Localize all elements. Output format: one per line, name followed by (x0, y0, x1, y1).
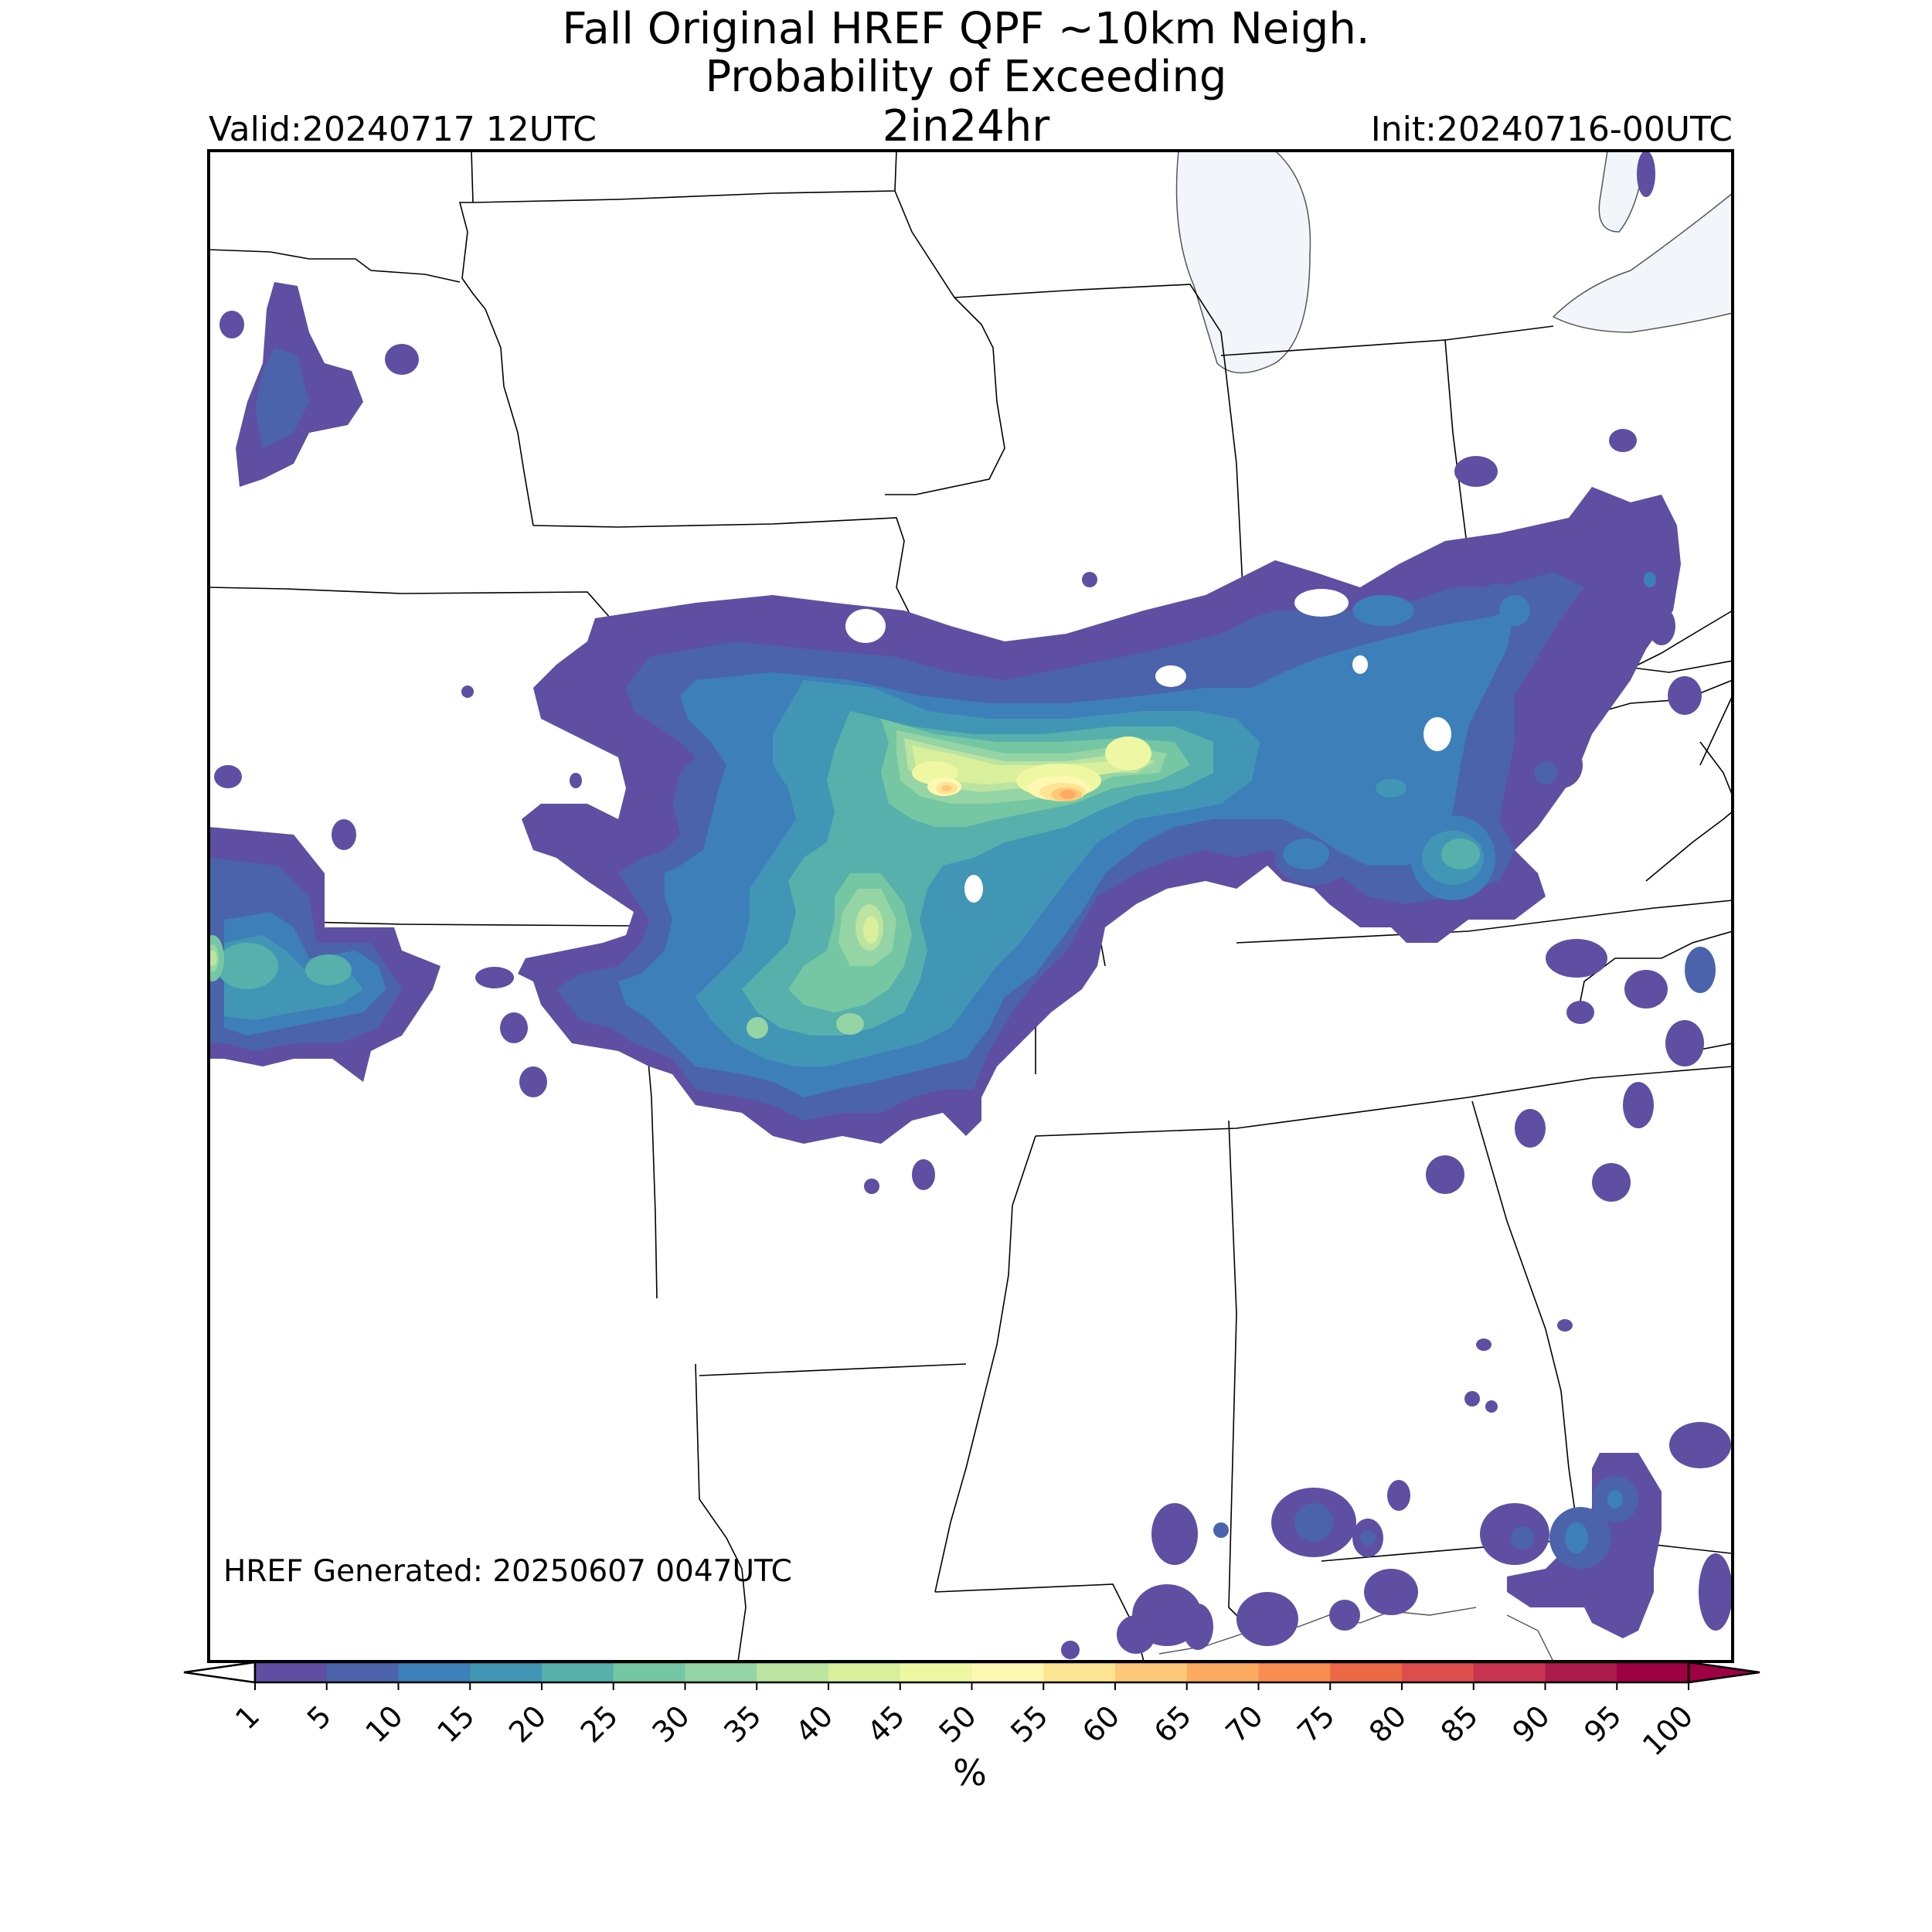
colorbar-swatch (470, 1662, 543, 1682)
colorbar-tick-label: 100 (1636, 1699, 1699, 1762)
init-time-label: Init:20240716-00UTC (1370, 110, 1733, 149)
generated-label: HREF Generated: 20250607 0047UTC (223, 1554, 792, 1589)
title-line-3: 2in24hr (882, 101, 1050, 151)
colorbar-under-arrow (183, 1661, 257, 1684)
colorbar-swatch (900, 1662, 972, 1682)
colorbar-swatch (1043, 1662, 1116, 1682)
colorbar-unit-label: % (953, 1752, 987, 1794)
colorbar-tick-label: 95 (1577, 1699, 1628, 1749)
colorbar-swatch (757, 1662, 829, 1682)
colorbar-tick-label: 1 (229, 1699, 266, 1736)
colorbar-swatch (1402, 1662, 1475, 1682)
colorbar-tick-label: 65 (1148, 1699, 1198, 1749)
colorbar-swatch (613, 1662, 685, 1682)
colorbar-tick-label: 15 (430, 1699, 481, 1749)
colorbar-tick-label: 10 (359, 1699, 410, 1749)
colorbar-swatch (1617, 1662, 1689, 1682)
great-lakes (1175, 151, 1733, 374)
colorbar-tick-label: 70 (1219, 1699, 1270, 1749)
colorbar-tick-label: 25 (574, 1699, 624, 1749)
colorbar-swatch (398, 1662, 471, 1682)
colorbar-swatch (1258, 1662, 1331, 1682)
colorbar-tick-label: 60 (1076, 1699, 1126, 1749)
colorbar-swatch (255, 1662, 328, 1682)
field-gaps (845, 589, 1451, 903)
colorbar-swatch (1115, 1662, 1188, 1682)
colorbar: 1 5 10 15 20 25 30 35 40 45 50 55 60 65 70 75 80 85 90 95 10… (183, 1661, 1760, 1763)
colorbar-tick-label: 90 (1506, 1699, 1556, 1749)
colorbar-tick-label: 35 (717, 1699, 767, 1749)
colorbar-tick-label: 75 (1291, 1699, 1341, 1749)
title-line-2: Probability of Exceeding (705, 52, 1227, 102)
colorbar-tick-label: 45 (861, 1699, 911, 1749)
colorbar-tick-label: 30 (646, 1699, 696, 1749)
valid-time-label: Valid:20240717 12UTC (209, 110, 597, 149)
lake-erie-huron (1552, 192, 1733, 333)
colorbar-swatch (1330, 1662, 1403, 1682)
colorbar-over-arrow (1687, 1661, 1760, 1684)
colorbar-swatch (685, 1662, 757, 1682)
colorbar-swatch (971, 1662, 1044, 1682)
probability-field (209, 151, 1733, 1659)
colorbar-tick-label: 80 (1362, 1699, 1413, 1749)
colorbar-swatch (828, 1662, 901, 1682)
lake-michigan (1175, 151, 1311, 374)
colorbar-swatch (1186, 1662, 1259, 1682)
colorbar-tick-label: 5 (301, 1699, 338, 1736)
colorbar-tick-label: 85 (1434, 1699, 1485, 1749)
colorbar-tick-label: 50 (933, 1699, 983, 1749)
colorbar-swatch (326, 1662, 399, 1682)
title-line-1: Fall Original HREF QPF ~10km Neigh. (562, 4, 1370, 54)
colorbar-tick-label: 55 (1004, 1699, 1054, 1749)
colorbar-tick-label: 40 (789, 1699, 839, 1749)
colorbar-swatch (542, 1662, 614, 1682)
colorbar-tick-label: 20 (502, 1699, 553, 1749)
colorbar-swatch (1473, 1662, 1546, 1682)
colorbar-swatch (1545, 1662, 1617, 1682)
